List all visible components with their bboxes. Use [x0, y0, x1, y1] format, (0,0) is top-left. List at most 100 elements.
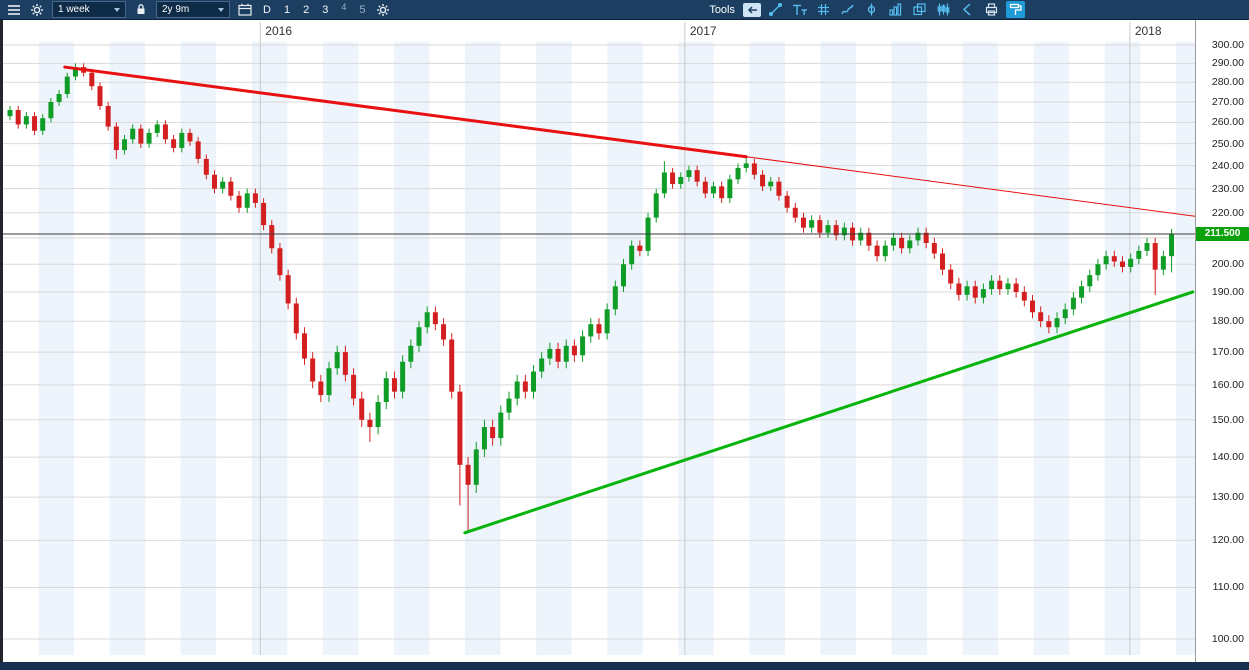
candle	[342, 345, 348, 382]
copy-tool-icon[interactable]	[910, 1, 929, 18]
calendar-icon[interactable]	[237, 2, 253, 18]
trendline-tool-icon[interactable]	[766, 1, 785, 18]
trendline-descending-resistance[interactable]	[63, 65, 748, 159]
candle	[522, 374, 528, 399]
candle	[236, 191, 242, 213]
lock-icon[interactable]	[133, 2, 149, 18]
candle	[400, 355, 406, 399]
candle	[604, 303, 610, 340]
candle	[1103, 250, 1109, 270]
candle	[130, 124, 136, 144]
candle	[334, 345, 340, 375]
freehand-tool-icon[interactable]	[838, 1, 857, 18]
candle	[113, 122, 119, 159]
interval-button-day[interactable]: D	[263, 3, 271, 16]
grid-tool-icon[interactable]	[814, 1, 833, 18]
candle	[997, 275, 1003, 295]
trendline-descending-resistance[interactable]	[745, 156, 1197, 217]
candle	[956, 277, 962, 301]
candle	[498, 405, 504, 446]
price-axis-label: 110.00	[1212, 581, 1244, 594]
price-axis[interactable]: 211.500 300.00 290.00 280.00 270.00 260.00 25…	[1195, 20, 1249, 662]
candle	[1054, 312, 1060, 334]
candle	[375, 395, 381, 435]
paint-roller-tool-icon[interactable]	[1006, 1, 1025, 18]
candle	[351, 368, 357, 406]
interval-button-1[interactable]: 1	[283, 3, 291, 16]
interval-button-2[interactable]: 2	[303, 3, 310, 16]
interval-button-5[interactable]: 5	[359, 3, 366, 16]
month-band	[1033, 42, 1070, 655]
candle	[678, 172, 684, 189]
pin-tool-icon[interactable]	[862, 1, 881, 18]
tools-back-button[interactable]	[743, 2, 761, 17]
chart-scrollbar[interactable]	[0, 662, 1249, 670]
candle	[293, 297, 299, 340]
candle	[948, 264, 954, 290]
candle	[171, 134, 177, 153]
candle	[367, 412, 373, 442]
month-band	[962, 42, 999, 655]
month-band	[38, 42, 75, 655]
candle	[980, 283, 986, 304]
candle	[1046, 315, 1052, 334]
candle	[506, 391, 512, 420]
month-band	[891, 42, 928, 655]
timeframe-value: 1 week	[58, 4, 90, 15]
candle	[825, 220, 831, 238]
candle	[710, 181, 716, 199]
price-axis-label: 200.00	[1211, 258, 1244, 271]
candle	[72, 63, 78, 81]
trendline-ascending-support[interactable]	[463, 290, 1195, 535]
candle	[792, 202, 798, 223]
timeframe-dropdown[interactable]: 1 week	[52, 1, 126, 18]
price-axis-label: 290.00	[1211, 57, 1244, 70]
year-label: 2017	[689, 24, 717, 38]
candle	[923, 227, 929, 249]
candle	[203, 154, 209, 180]
cursor-tool-icon[interactable]	[958, 1, 977, 18]
candle	[261, 198, 267, 231]
text-tool-icon[interactable]	[790, 1, 809, 18]
candle	[1169, 228, 1175, 273]
candle	[269, 220, 275, 254]
range-dropdown[interactable]: 2y 9m	[156, 1, 230, 18]
price-axis-label: 220.00	[1211, 206, 1244, 219]
candle	[809, 215, 815, 233]
candle	[531, 364, 537, 399]
candle	[514, 374, 520, 406]
gear-icon[interactable]	[29, 2, 45, 18]
candle	[1095, 258, 1101, 281]
printer-icon[interactable]	[982, 1, 1001, 18]
histogram-tool-icon[interactable]	[886, 1, 905, 18]
candle	[768, 177, 774, 192]
candle	[252, 188, 258, 208]
candle	[588, 318, 594, 343]
menu-icon[interactable]	[6, 2, 22, 18]
candle	[1119, 256, 1125, 273]
month-band	[465, 42, 501, 655]
month-band	[607, 42, 643, 655]
candle	[383, 371, 389, 410]
candle	[89, 68, 95, 91]
price-axis-label: 190.00	[1211, 285, 1244, 298]
candle	[277, 243, 283, 281]
candle	[1013, 277, 1019, 298]
candle	[882, 240, 888, 262]
candle	[661, 161, 667, 199]
price-axis-label: 130.00	[1211, 491, 1244, 504]
candle	[449, 333, 455, 399]
pattern-tool-icon[interactable]	[934, 1, 953, 18]
candle	[285, 269, 291, 310]
month-band	[322, 42, 359, 655]
candle	[1079, 280, 1085, 304]
chart-settings-gear-icon[interactable]	[375, 2, 391, 18]
candlestick-chart[interactable]	[3, 20, 1212, 662]
interval-button-4[interactable]: 4	[341, 1, 347, 12]
candle	[907, 235, 913, 254]
candle	[138, 124, 144, 148]
candle	[1087, 269, 1093, 292]
interval-button-3[interactable]: 3	[322, 3, 329, 16]
candle	[539, 352, 545, 379]
candle	[841, 222, 847, 241]
